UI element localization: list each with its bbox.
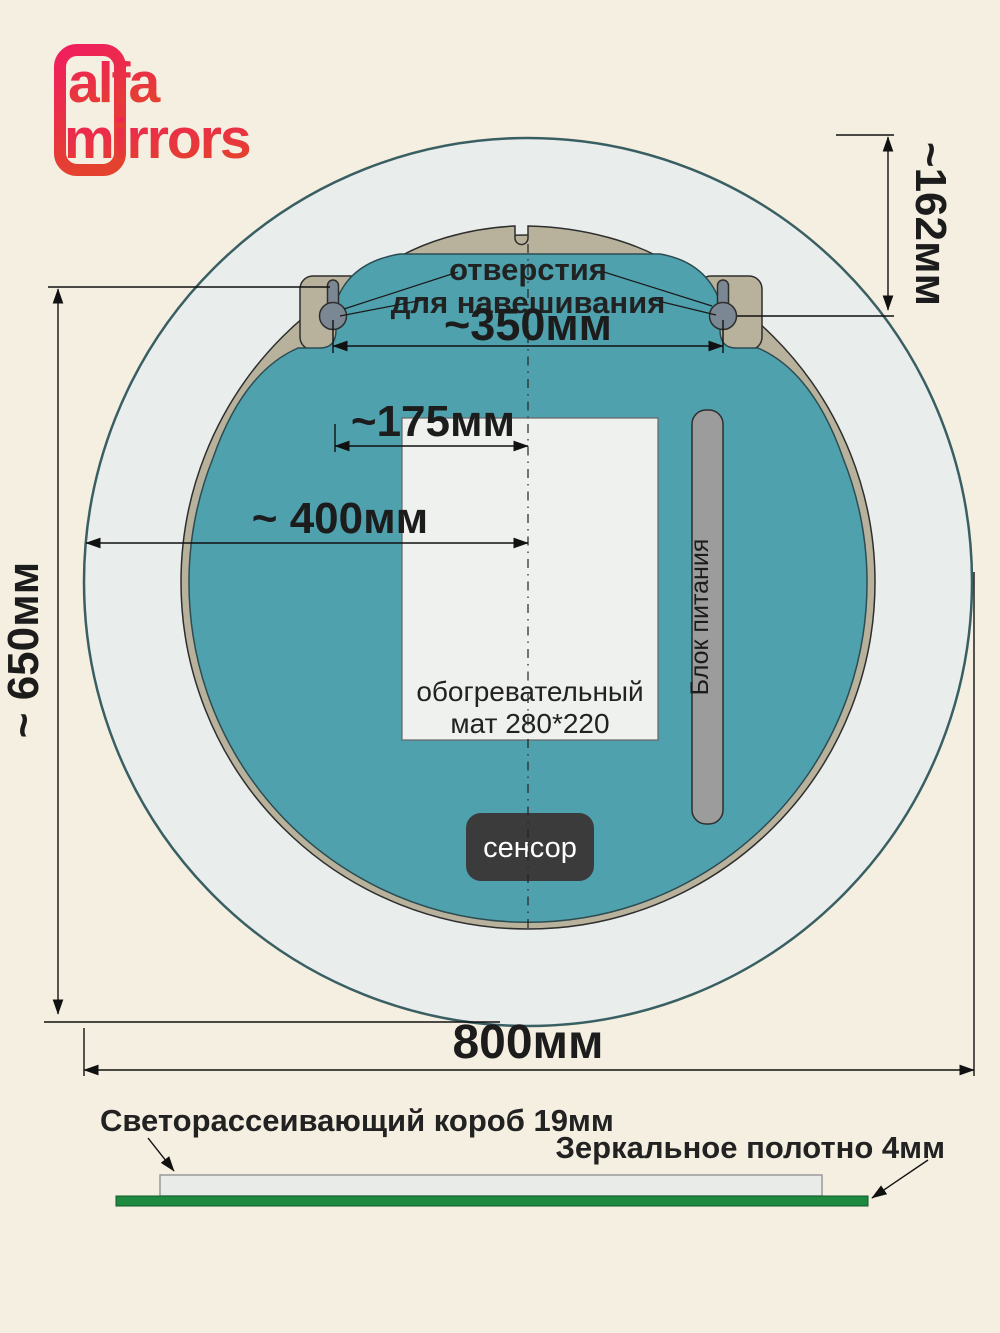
diffuser-box-label: Светорассеивающий короб 19мм (100, 1103, 614, 1138)
dimension-lines (44, 134, 975, 1076)
mirror-sheet-label: Зеркальное полотно 4мм (555, 1130, 945, 1165)
power-supply-label: Блок питания (686, 539, 714, 696)
diffuser-leader-arrow (147, 1137, 175, 1172)
holes-label-line2: для навешивания (391, 285, 666, 320)
mirror-leader-arrow (871, 1159, 929, 1199)
brand-logo: alfa mirrors (54, 44, 252, 176)
dim-radius: ~ 400мм (252, 494, 428, 543)
dim-holes-to-bottom: ~ 650мм (0, 562, 48, 738)
dim-top-to-holes: ~162мм (906, 142, 955, 306)
heating-mat-label-line1: обогревательный (416, 676, 643, 707)
logo-line1: alfa (68, 51, 162, 115)
power-supply-bar (691, 409, 724, 825)
heating-mat-label-line2: мат 280*220 (450, 708, 609, 739)
sensor-box (466, 813, 594, 881)
mirror-sheet-profile (115, 1195, 869, 1207)
dim-mat-offset: ~175мм (351, 397, 515, 446)
logo-line2: mirrors (64, 107, 250, 171)
logo-mirror-frame-icon (54, 44, 126, 176)
dim-holes-span: ~350мм (444, 299, 612, 350)
heating-mat (401, 417, 659, 741)
diffuser-box-profile (159, 1174, 823, 1197)
sensor-label: сенсор (483, 832, 577, 864)
holes-leader-lines (339, 271, 717, 317)
side-view (115, 1137, 929, 1207)
dim-diameter: 800мм (452, 1016, 603, 1069)
holes-label-line1: отверстия (449, 252, 607, 287)
